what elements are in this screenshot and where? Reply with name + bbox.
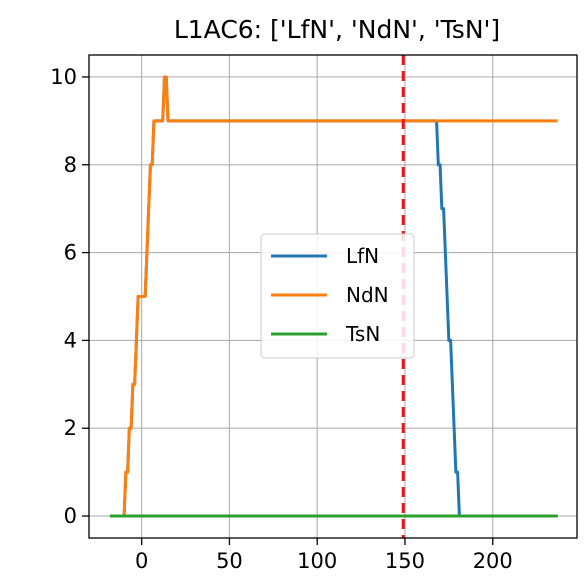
- axis-ticks: 0 50 100 150 200 0 2 4 6 8 10: [50, 65, 513, 573]
- legend-label-lfn: LfN: [346, 244, 379, 268]
- plot-lines: [110, 55, 558, 538]
- y-tick-label: 4: [64, 328, 77, 352]
- x-tick-label: 150: [385, 549, 425, 573]
- plot-frame: [88, 54, 578, 539]
- y-tick-label: 6: [64, 241, 77, 265]
- chart-title: L1AC6: ['LfN', 'NdN', 'TsN']: [174, 15, 500, 44]
- y-tick-label: 10: [50, 65, 77, 89]
- y-tick-label: 0: [64, 504, 77, 528]
- x-tick-label: 50: [216, 549, 243, 573]
- legend-box: [260, 233, 415, 359]
- legend-label-tsn: TsN: [345, 322, 380, 346]
- series-line-ndn: [110, 75, 558, 518]
- legend: LfN NdN TsN: [260, 233, 415, 359]
- y-tick-label: 8: [64, 153, 77, 177]
- y-tick-label: 2: [64, 416, 77, 440]
- x-tick-label: 100: [297, 549, 337, 573]
- legend-label-ndn: NdN: [346, 283, 389, 307]
- x-tick-label: 200: [473, 549, 513, 573]
- x-tick-label: 0: [135, 549, 148, 573]
